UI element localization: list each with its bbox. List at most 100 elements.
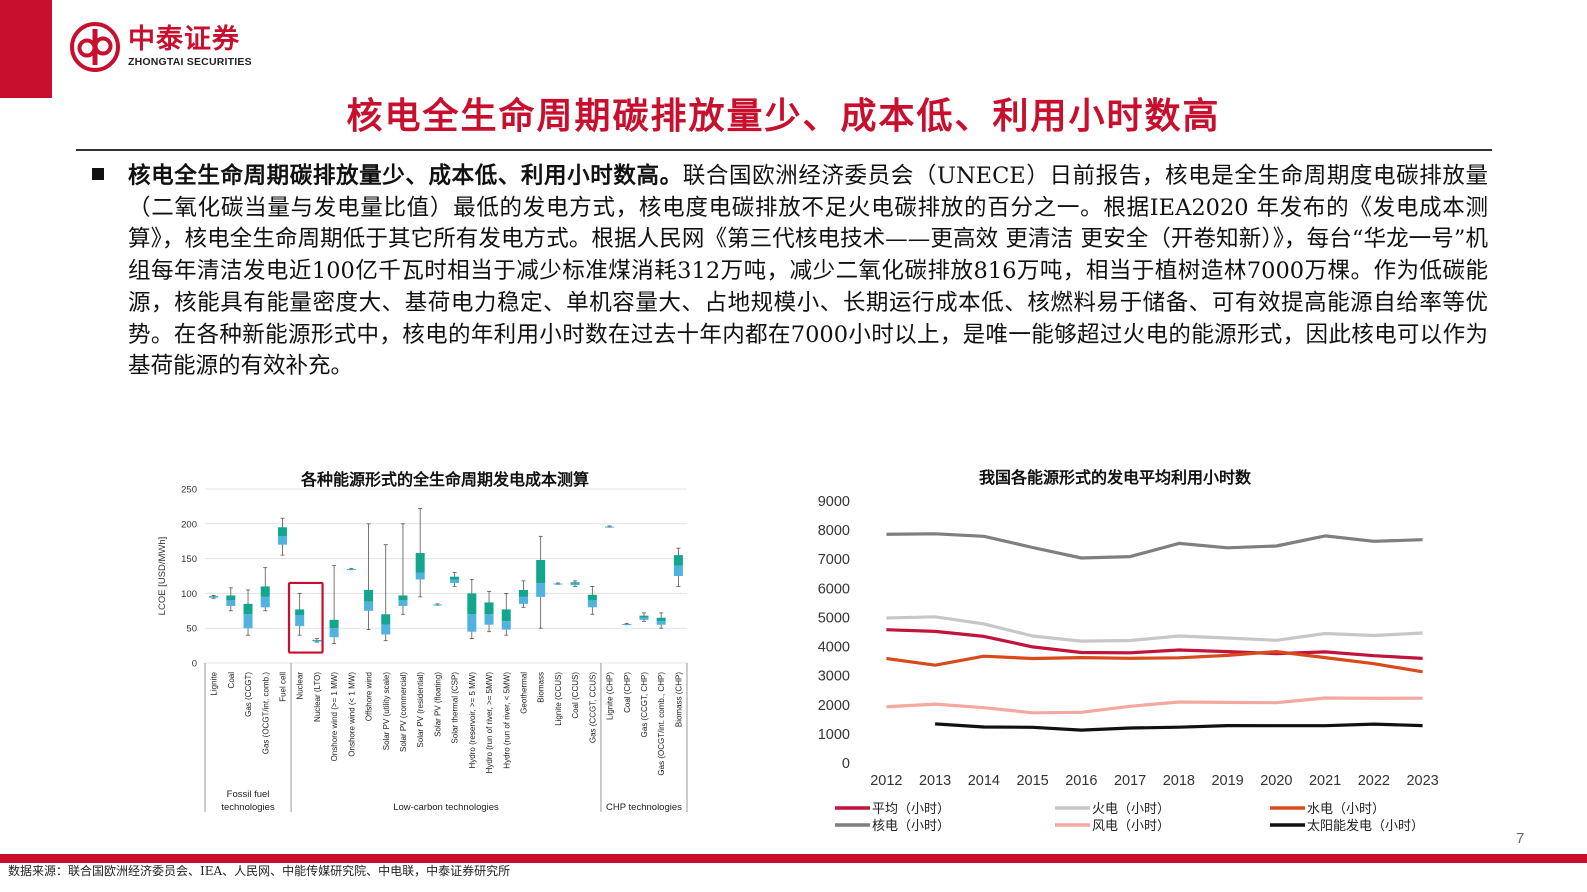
box-upper-half xyxy=(656,617,666,622)
box-upper-half xyxy=(381,614,391,625)
box-upper-half xyxy=(398,595,408,601)
box-lower-half xyxy=(312,640,322,642)
series-line xyxy=(886,532,1423,560)
y-tick-label: 250 xyxy=(181,485,197,496)
category-label: Onshore wind (< 1 MW) xyxy=(347,672,356,757)
page-number: 7 xyxy=(1516,830,1525,847)
category-label: Gas (CCGT) xyxy=(244,672,253,717)
y-tick-label: 1000 xyxy=(818,727,850,743)
box-upper-half xyxy=(277,527,287,537)
box-upper-half xyxy=(570,582,580,584)
x-tick-label: 2012 xyxy=(870,773,902,789)
y-tick-label: 8000 xyxy=(818,523,850,539)
box-upper-half xyxy=(260,586,270,597)
box-upper-half xyxy=(587,594,597,601)
box-lower-half xyxy=(673,565,683,576)
category-label: Solar PV (utility scale) xyxy=(382,672,391,751)
box-lower-half xyxy=(553,583,563,585)
category-label: Coal xyxy=(227,672,236,689)
summary-paragraph: 核电全生命周期碳排放量少、成本低、利用小时数高。联合国欧洲经济委员会（UNECE… xyxy=(128,161,1488,383)
x-tick-label: 2015 xyxy=(1016,773,1048,789)
box-upper-half xyxy=(364,589,374,602)
group-label: CHP technologies xyxy=(606,802,682,813)
y-tick-label: 0 xyxy=(842,756,850,772)
x-tick-label: 2013 xyxy=(919,773,951,789)
box-lower-half xyxy=(398,600,408,606)
category-label: Offshore wind xyxy=(365,672,374,721)
legend-label: 核电（小时） xyxy=(872,818,950,833)
category-label: Lignite (CCUS) xyxy=(554,672,563,726)
series-line xyxy=(886,696,1423,715)
bullet-square-icon xyxy=(92,168,104,180)
y-tick-label: 5000 xyxy=(818,610,850,626)
category-label: Solar PV (residential) xyxy=(416,672,425,748)
y-tick-label: 0 xyxy=(192,659,197,670)
category-label: Nuclear xyxy=(296,672,305,700)
category-label: Gas (CCGT, CHP) xyxy=(640,672,649,738)
series-line xyxy=(886,650,1423,674)
x-tick-label: 2016 xyxy=(1065,773,1097,789)
header-accent-bar xyxy=(0,0,52,98)
legend-label: 火电（小时） xyxy=(1092,801,1170,816)
category-label: Biomass (CHP) xyxy=(674,672,683,727)
box-upper-half xyxy=(226,595,236,601)
category-label: Fuel cell xyxy=(278,672,287,702)
category-label: Biomass xyxy=(537,672,546,703)
category-label: Hydro (run of river, >= 5MW) xyxy=(485,672,494,774)
box-upper-half xyxy=(295,609,305,615)
x-tick-label: 2023 xyxy=(1406,773,1438,789)
box-lower-half xyxy=(450,579,460,583)
zhongtai-logo-icon xyxy=(70,22,120,72)
paragraph-lead: 核电全生命周期碳排放量少、成本低、利用小时数高。 xyxy=(128,163,683,189)
category-label: Solar thermal (CSP) xyxy=(451,672,460,744)
box-upper-half xyxy=(673,555,683,566)
box-lower-half xyxy=(364,601,374,611)
legend-label: 风电（小时） xyxy=(1092,818,1170,833)
box-lower-half xyxy=(501,621,511,630)
title-divider xyxy=(76,149,1492,151)
box-upper-half xyxy=(243,603,253,615)
y-tick-label: 6000 xyxy=(818,581,850,597)
box-lower-half xyxy=(277,536,287,545)
page-title: 核电全生命周期碳排放量少、成本低、利用小时数高 xyxy=(346,95,1221,137)
box-upper-half xyxy=(484,602,494,615)
x-tick-label: 2022 xyxy=(1358,773,1390,789)
hours-chart-title: 我国各能源形式的发电平均利用小时数 xyxy=(978,468,1251,487)
box-upper-half xyxy=(312,640,322,641)
category-label: Gas (OCGT/int. comb.) xyxy=(261,672,270,755)
y-tick-label: 200 xyxy=(181,519,197,530)
category-label: Geothermal xyxy=(519,672,528,714)
lcoe-box-chart: 0 50 100 150 200 250 LCOE [USD/MWh] Lignite Coal… xyxy=(157,485,688,813)
footer-bar xyxy=(0,854,1587,863)
category-label: Coal (CCUS) xyxy=(571,672,580,719)
box-lower-half xyxy=(518,596,528,604)
box-upper-half xyxy=(467,593,477,615)
brand-name-en: ZHONGTAI SECURITIES xyxy=(128,56,252,68)
box-lower-half xyxy=(605,526,615,528)
box-lower-half xyxy=(329,628,339,638)
box-upper-half xyxy=(415,553,425,573)
x-tick-label: 2019 xyxy=(1211,773,1243,789)
y-tick-label: 150 xyxy=(181,554,197,565)
data-source: 数据来源：联合国欧洲经济委员会、IEA、人民网、中能传媒研究院、中电联，中泰证券… xyxy=(8,864,511,878)
box-lower-half xyxy=(587,600,597,608)
category-label: Nuclear (LTO) xyxy=(313,672,322,722)
category-label: Coal (CHP) xyxy=(623,672,632,713)
category-label: Hydro (run of river, < 5MW) xyxy=(502,672,511,769)
box-lower-half xyxy=(209,596,219,598)
box-upper-half xyxy=(536,559,546,583)
box-upper-half xyxy=(639,615,649,618)
x-tick-label: 2020 xyxy=(1260,773,1292,789)
x-tick-label: 2021 xyxy=(1309,773,1341,789)
box-upper-half xyxy=(450,576,460,580)
x-tick-label: 2017 xyxy=(1114,773,1146,789)
y-tick-label: 100 xyxy=(181,589,197,600)
x-tick-label: 2018 xyxy=(1163,773,1195,789)
box-lower-half xyxy=(656,621,666,625)
legend-label: 太阳能发电（小时） xyxy=(1307,818,1424,833)
category-label: Hydro (reservoir, >= 5 MW) xyxy=(468,672,477,769)
legend-label: 水电（小时） xyxy=(1307,801,1385,816)
box-lower-half xyxy=(381,624,391,635)
group-label: Fossil fuel xyxy=(227,789,270,800)
group-label: Low-carbon technologies xyxy=(393,802,499,813)
